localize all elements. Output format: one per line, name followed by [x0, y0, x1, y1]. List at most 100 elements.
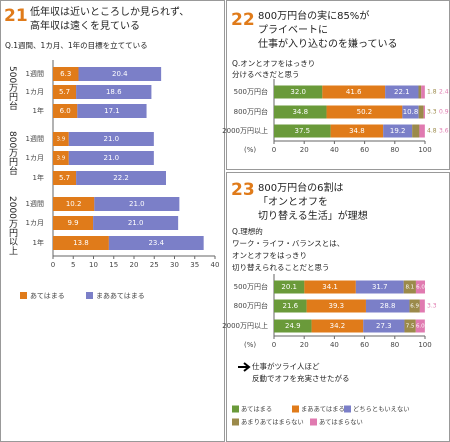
value-label: 3.9	[57, 137, 66, 143]
legend-label: どちらともいえない	[353, 405, 410, 413]
value-label: 1.8	[427, 89, 437, 96]
value-label: 5.7	[59, 88, 70, 96]
value-label: 10.2	[66, 200, 82, 208]
value-label: 34.8	[292, 108, 308, 116]
value-label: 6.0	[416, 285, 425, 291]
bar-segment	[53, 236, 109, 250]
bar-segment	[383, 124, 413, 138]
legend-swatch	[232, 405, 239, 413]
chart-subtitle: ワーク・ライフ・バランスとは、	[232, 239, 344, 248]
bar-segment	[412, 124, 420, 138]
value-label: 34.1	[322, 283, 338, 291]
bar-segment	[94, 197, 180, 211]
x-tick-label: 0	[272, 146, 276, 154]
value-label: 31.7	[372, 283, 388, 291]
bar-segment	[306, 299, 366, 313]
value-label: 18.6	[106, 88, 122, 96]
value-label: 2.4	[439, 89, 449, 96]
chart-number: 23	[231, 180, 255, 200]
chart-title: 800万円台の6割は	[258, 181, 343, 194]
chart-subtitle: オンとオフをはっきり	[232, 251, 307, 260]
annotation: 仕事がツライ人ほど	[252, 361, 320, 371]
bar-segment	[415, 280, 425, 294]
bar-segment	[355, 280, 404, 294]
value-label: 32.0	[290, 88, 306, 96]
value-label: 6.9	[410, 304, 419, 310]
chart-subtitle: Q.1週間、1カ月、1年の目標を立てている	[5, 40, 148, 50]
group-label: 800万円台	[7, 131, 18, 176]
bar-segment	[53, 132, 69, 146]
bar-segment	[419, 299, 425, 313]
arrow	[238, 362, 251, 372]
value-label: 21.0	[128, 219, 144, 227]
value-label: 6.3	[60, 70, 71, 78]
bar-segment	[418, 105, 424, 119]
value-label: 17.1	[104, 107, 120, 115]
value-label: 27.3	[376, 322, 392, 330]
category-label: 1カ月	[26, 154, 44, 162]
x-axis-label: (%)	[244, 341, 256, 349]
value-label: 41.6	[346, 88, 362, 96]
chart-title: 仕事が入り込むのを嫌っている	[258, 37, 398, 50]
chart-subtitle: Q.オンとオフをはっきり	[232, 59, 315, 68]
bar-segment	[53, 171, 77, 185]
bar-segment	[53, 67, 79, 81]
legend-label: まああてはまる	[96, 292, 145, 300]
x-tick-label: 100	[418, 341, 431, 349]
group-label: 2000万円以上	[7, 196, 18, 255]
bar-segment	[274, 85, 323, 99]
category-label: 2000万円以上	[222, 321, 268, 330]
legend-label: まああてはまる	[301, 405, 345, 413]
value-label: 8.1	[405, 285, 414, 291]
x-tick-label: 80	[390, 146, 399, 154]
legend-label: あまりあてはまらない	[241, 418, 304, 426]
value-label: 28.8	[380, 302, 396, 310]
bar-segment	[274, 280, 305, 294]
bar-segment	[404, 319, 416, 333]
bar-segment	[77, 104, 147, 118]
value-label: 39.3	[328, 302, 344, 310]
bar-segment	[108, 236, 204, 250]
bar-segment	[365, 299, 410, 313]
value-label: 4.8	[427, 128, 437, 135]
value-label: 6.0	[416, 324, 425, 330]
category-label: 1年	[33, 238, 44, 247]
value-label: 50.2	[357, 108, 373, 116]
value-label: 0.9	[439, 109, 449, 116]
category-label: 1週間	[26, 134, 44, 143]
x-tick-label: 10	[89, 261, 98, 269]
bar-segment	[53, 85, 77, 99]
bar-segment	[326, 105, 403, 119]
legend-swatch	[344, 405, 351, 413]
chart-number: 21	[4, 6, 28, 26]
value-label: 6.0	[60, 107, 71, 115]
legend-label: あてはまる	[30, 292, 65, 300]
x-tick-label: 20	[130, 261, 139, 269]
chart-title: プライベートに	[258, 24, 328, 36]
bar-segment	[385, 85, 419, 99]
value-label: 10.8	[403, 108, 419, 116]
x-tick-label: 40	[330, 341, 339, 349]
category-label: 2000万円以上	[222, 126, 268, 135]
bar-segment	[274, 319, 312, 333]
bar-segment	[419, 124, 425, 138]
category-label: 800万円台	[234, 107, 268, 116]
value-label: 34.8	[349, 127, 365, 135]
x-tick-label: 100	[418, 146, 431, 154]
bar-segment	[418, 85, 422, 99]
bar-segment	[53, 197, 95, 211]
bar-segment	[53, 104, 78, 118]
chart-subtitle: Q.理想的	[232, 226, 263, 236]
chart-title: 「オンとオフを	[258, 196, 328, 208]
chart-title: 800万円台の実に85%が	[258, 9, 369, 22]
bar-segment	[274, 124, 331, 138]
value-label: 22.1	[394, 88, 410, 96]
x-tick-label: 40	[330, 146, 339, 154]
group-label: 500万円台	[7, 66, 18, 111]
value-label: 3.3	[427, 109, 437, 116]
legend-swatch	[292, 405, 299, 413]
value-label: 21.0	[104, 154, 120, 162]
value-label: 20.4	[112, 70, 128, 78]
x-tick-label: 80	[390, 341, 399, 349]
bar-segment	[423, 105, 425, 119]
